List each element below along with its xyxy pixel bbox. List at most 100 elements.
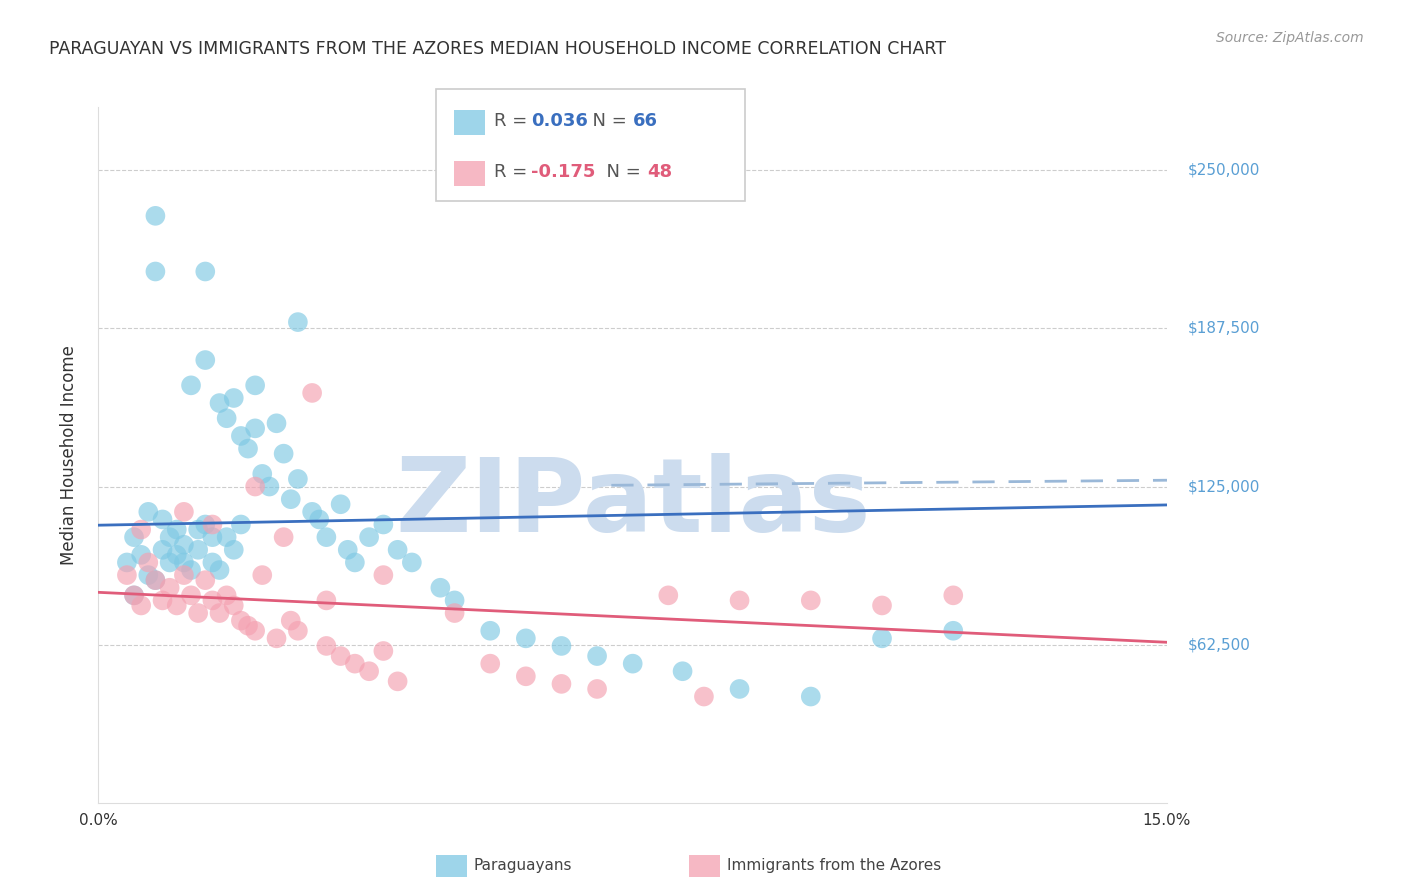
Point [870,599,893,613]
Point [942,588,965,602]
Point [173,556,195,570]
Point [194,353,217,368]
Point [145,573,167,587]
Point [266,632,288,646]
Point [236,618,259,632]
Point [336,542,359,557]
Point [671,665,693,679]
Point [359,530,381,544]
Point [301,386,323,401]
Point [728,681,751,696]
Point [401,556,423,570]
Text: ZIPatlas: ZIPatlas [395,453,870,554]
Point [443,606,465,620]
Text: -0.175: -0.175 [531,163,596,181]
Point [122,588,145,602]
Point [208,396,231,410]
Point [215,530,238,544]
Point [201,556,224,570]
Point [280,492,302,507]
Point [800,593,823,607]
Point [180,378,202,392]
Point [187,542,209,557]
Point [136,556,159,570]
Point [129,599,152,613]
Point [229,517,252,532]
Point [243,378,266,392]
Point [373,517,395,532]
Point [252,467,274,481]
Text: $62,500: $62,500 [1188,637,1251,652]
Point [515,669,537,683]
Point [201,593,224,607]
Point [621,657,644,671]
Point [329,497,352,511]
Point [215,411,238,425]
Point [266,417,288,431]
Text: R =: R = [494,163,533,181]
Point [550,677,572,691]
Point [343,657,366,671]
Point [129,548,152,562]
Point [657,588,679,602]
Text: N =: N = [581,112,633,130]
Point [180,563,202,577]
Point [308,512,330,526]
Point [287,472,309,486]
Point [315,593,337,607]
Point [201,517,224,532]
Text: PARAGUAYAN VS IMMIGRANTS FROM THE AZORES MEDIAN HOUSEHOLD INCOME CORRELATION CHA: PARAGUAYAN VS IMMIGRANTS FROM THE AZORES… [49,40,946,58]
Point [129,523,152,537]
Point [152,542,174,557]
Point [166,548,188,562]
Text: R =: R = [494,112,533,130]
Point [942,624,965,638]
Point [586,681,609,696]
Point [373,568,395,582]
Point [229,429,252,443]
Point [301,505,323,519]
Point [273,530,295,544]
Point [208,606,231,620]
Point [479,624,502,638]
Point [222,391,245,405]
Text: Source: ZipAtlas.com: Source: ZipAtlas.com [1216,31,1364,45]
Point [115,568,138,582]
Point [359,665,381,679]
Text: Immigrants from the Azores: Immigrants from the Azores [727,858,941,872]
Point [243,624,266,638]
Point [287,624,309,638]
Y-axis label: Median Household Income: Median Household Income [59,345,77,565]
Point [343,556,366,570]
Point [136,505,159,519]
Point [173,538,195,552]
Point [273,447,295,461]
Point [315,639,337,653]
Text: 48: 48 [647,163,672,181]
Point [166,599,188,613]
Point [222,542,245,557]
Point [187,606,209,620]
Point [229,614,252,628]
Text: 66: 66 [633,112,658,130]
Text: $187,500: $187,500 [1188,321,1260,336]
Text: $125,000: $125,000 [1188,479,1260,494]
Point [586,648,609,663]
Point [280,614,302,628]
Point [145,209,167,223]
Point [287,315,309,329]
Point [329,648,352,663]
Point [166,523,188,537]
Point [222,599,245,613]
Point [122,530,145,544]
Point [159,556,181,570]
Text: Paraguayans: Paraguayans [474,858,572,872]
Text: 0.036: 0.036 [531,112,588,130]
Point [145,573,167,587]
Point [515,632,537,646]
Point [180,588,202,602]
Point [173,505,195,519]
Point [315,530,337,544]
Point [800,690,823,704]
Text: $250,000: $250,000 [1188,163,1260,178]
